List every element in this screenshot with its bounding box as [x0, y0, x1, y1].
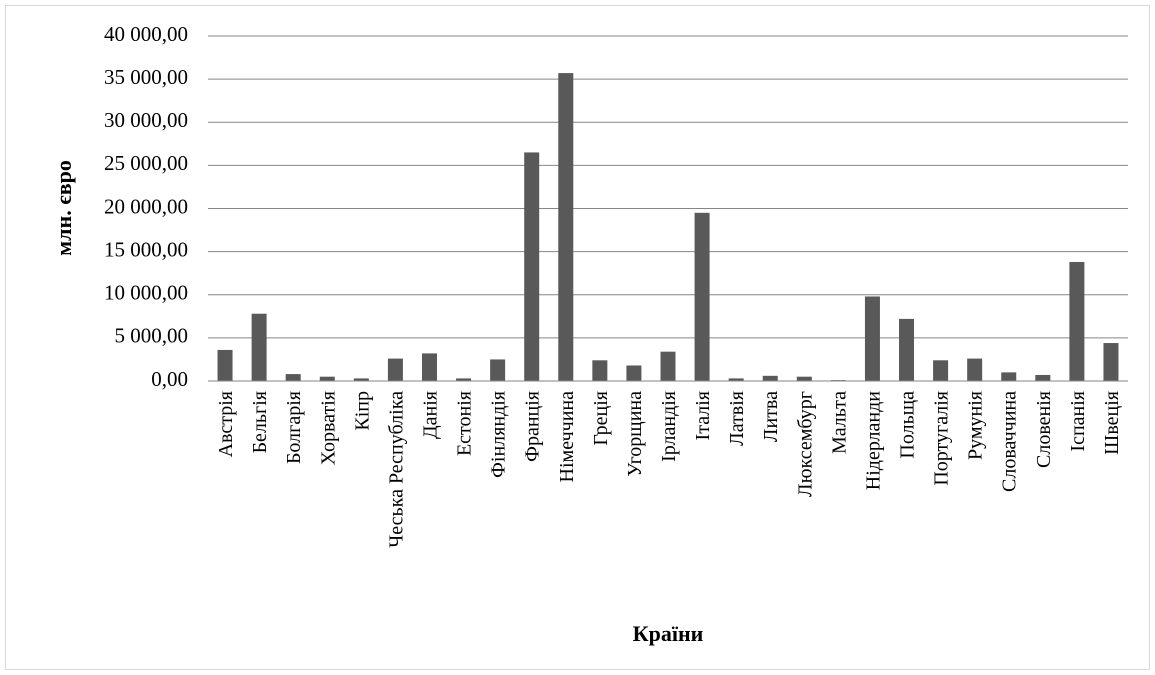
x-category-label: Швеція: [1101, 391, 1123, 455]
x-category-label: Франція: [522, 391, 544, 462]
y-tick-label: 5 000,00: [115, 324, 189, 348]
bar: [1035, 374, 1051, 381]
bar: [353, 378, 369, 381]
bar: [592, 360, 608, 381]
x-category-label: Угорщина: [624, 391, 646, 477]
x-category-label: Чеська Республіка: [385, 391, 407, 548]
x-category-label: Ірландія: [658, 391, 680, 462]
bar: [660, 351, 676, 381]
x-category-label: Німеччина: [556, 391, 578, 483]
x-category-label: Болгарія: [283, 391, 305, 464]
x-category-label: Італія: [692, 391, 714, 440]
bar: [217, 349, 233, 381]
y-axis-title: млн. євро: [51, 160, 76, 256]
x-category-label: Люксембург: [794, 391, 816, 497]
bar: [864, 296, 880, 381]
x-category-label: Польща: [897, 391, 919, 459]
bar: [694, 212, 710, 381]
y-tick-label: 15 000,00: [104, 237, 188, 261]
y-tick-label: 25 000,00: [104, 151, 188, 175]
bar: [251, 313, 267, 381]
y-tick-label: 40 000,00: [104, 22, 188, 46]
x-category-label: Фінляндія: [488, 391, 510, 478]
bar: [1001, 372, 1017, 381]
bar: [899, 318, 915, 381]
x-category-label: Мальта: [828, 391, 850, 454]
y-tick-label: 10 000,00: [104, 281, 188, 305]
bar: [626, 365, 642, 381]
x-category-label: Хорватія: [317, 391, 339, 465]
bar: [387, 358, 403, 381]
x-category-label: Румунія: [965, 391, 987, 460]
x-category-label: Австрія: [215, 391, 237, 457]
y-tick-label: 30 000,00: [104, 108, 188, 132]
x-category-label: Словаччина: [999, 391, 1021, 492]
x-category-label: Бельгія: [249, 391, 271, 453]
bar: [796, 376, 812, 381]
bar: [421, 353, 437, 381]
bar: [933, 360, 949, 381]
x-category-label: Естонія: [454, 391, 476, 456]
bar: [285, 374, 301, 381]
x-category-label: Кіпр: [351, 391, 373, 431]
x-category-label: Нідерланди: [862, 391, 884, 491]
y-tick-label: 20 000,00: [104, 194, 188, 218]
bar: [762, 375, 778, 381]
bar: [1069, 261, 1085, 381]
x-category-label: Португалія: [931, 391, 953, 486]
x-category-label: Словенія: [1033, 391, 1055, 468]
x-category-label: Іспанія: [1067, 391, 1089, 452]
x-category-label: Данія: [419, 391, 441, 439]
bar: [967, 358, 983, 381]
bar: [558, 73, 574, 382]
bar: [524, 152, 540, 381]
bar: [1103, 343, 1119, 381]
bar: [319, 376, 335, 381]
x-category-label: Греція: [590, 391, 612, 446]
bar: [456, 378, 472, 381]
y-tick-label: 35 000,00: [104, 65, 188, 89]
x-category-label: Латвія: [726, 391, 748, 446]
bar: [728, 378, 744, 381]
bar: [490, 359, 506, 381]
x-axis-title: Країни: [633, 621, 704, 646]
x-category-label: Литва: [760, 391, 782, 442]
y-tick-label: 0,00: [151, 367, 188, 391]
